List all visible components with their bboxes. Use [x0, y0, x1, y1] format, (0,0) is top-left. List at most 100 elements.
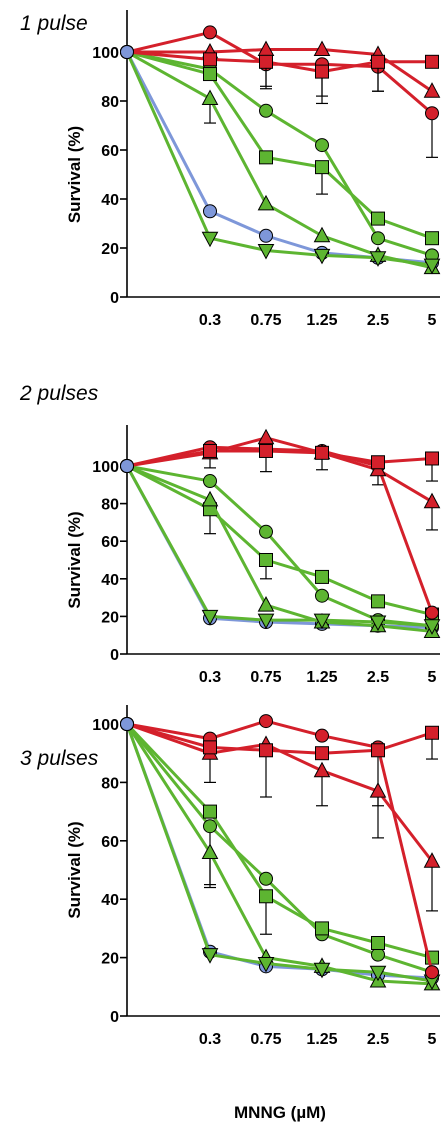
data-point [313, 761, 331, 778]
y-tick-label: 40 [101, 572, 119, 589]
series-line [126, 436, 433, 504]
series-line [125, 465, 433, 628]
y-tick-label: 40 [101, 892, 119, 909]
x-tick-label: 0.75 [250, 312, 281, 329]
data-point [315, 138, 329, 153]
y-tick-label: 80 [101, 497, 119, 514]
x-tick-label: 1.25 [306, 312, 337, 329]
data-point [315, 160, 329, 175]
data-point [425, 725, 439, 740]
x-tick-label: 0.75 [250, 1031, 281, 1048]
data-point [423, 619, 441, 635]
data-point [120, 459, 134, 473]
data-point [371, 54, 385, 69]
data-point [425, 54, 439, 69]
series-green-triangle [120, 717, 441, 991]
y-axis-label: Survival (%) [65, 821, 84, 918]
series-line [126, 50, 433, 240]
y-tick-label: 80 [101, 775, 119, 792]
data-point [201, 231, 219, 248]
y-tick-label: 60 [101, 834, 119, 851]
series-line [126, 445, 434, 614]
series-line [126, 50, 432, 74]
data-point [425, 451, 439, 466]
data-point [425, 605, 439, 620]
data-point [201, 89, 219, 106]
chart-title: 2 pulses [19, 382, 99, 405]
data-point [257, 194, 275, 211]
data-point [203, 804, 217, 819]
data-point [201, 609, 219, 626]
series-line [126, 722, 433, 755]
data-point [257, 243, 275, 260]
data-point [257, 596, 275, 612]
x-tick-label: 1.25 [306, 1031, 337, 1048]
data-point [203, 443, 217, 458]
data-point [315, 569, 329, 584]
data-point [203, 25, 217, 40]
data-point [371, 947, 385, 962]
data-point [369, 965, 387, 982]
data-point [259, 228, 273, 243]
series-red-square [120, 443, 439, 482]
data-point [259, 103, 273, 118]
data-point [203, 52, 217, 67]
data-point [259, 889, 273, 904]
series-green-triangle-down [120, 459, 441, 635]
data-point [203, 740, 217, 755]
data-point [315, 921, 329, 936]
x-tick-label: 5 [428, 312, 437, 329]
data-point [371, 743, 385, 758]
y-tick-label: 80 [101, 94, 119, 111]
y-tick-label: 20 [101, 951, 119, 968]
x-tick-label: 5 [428, 1031, 437, 1048]
data-point [423, 82, 441, 98]
data-point [203, 474, 217, 489]
series-red-square [120, 45, 439, 97]
series-green-circle [120, 717, 439, 980]
data-point [259, 714, 273, 729]
data-point [313, 226, 331, 243]
data-point [313, 613, 331, 630]
data-point [425, 106, 439, 121]
data-point [313, 962, 331, 979]
y-tick-label: 20 [101, 609, 119, 626]
series-line [126, 30, 433, 115]
data-point [259, 150, 273, 165]
series-red-circle [120, 440, 439, 620]
x-tick-label: 0.75 [250, 669, 281, 686]
series-red-circle [120, 714, 439, 980]
data-point [425, 965, 439, 980]
series-line [126, 464, 433, 628]
data-point [371, 231, 385, 246]
y-tick-label: 100 [92, 459, 119, 476]
series-blue-circle [120, 717, 439, 986]
x-tick-label: 2.5 [367, 669, 389, 686]
series-line [125, 722, 433, 960]
data-point [259, 443, 273, 458]
data-point [371, 455, 385, 470]
data-point [423, 852, 441, 868]
x-tick-label: 1.25 [306, 669, 337, 686]
data-point [203, 819, 217, 834]
data-point [120, 45, 134, 59]
chart-panel-2: 2 pulses Survival (%) 0 20 40 60 80 100 0.3 0.75 1… [19, 382, 441, 686]
chart-title: 1 pulse [20, 12, 88, 35]
data-point [369, 782, 387, 798]
series-line [126, 464, 433, 616]
series-line [126, 464, 433, 633]
x-axis-label: MNNG (µM) [234, 1103, 326, 1122]
data-point [371, 211, 385, 226]
series-line [126, 719, 434, 973]
data-point [425, 231, 439, 246]
data-point [315, 746, 329, 761]
x-tick-label: 0.3 [199, 312, 221, 329]
data-point [315, 64, 329, 79]
series-line [126, 50, 433, 270]
series-line [126, 50, 433, 257]
y-tick-label: 60 [101, 143, 119, 160]
data-point [313, 248, 331, 265]
series-red-square [120, 717, 439, 761]
series-line [126, 722, 434, 863]
